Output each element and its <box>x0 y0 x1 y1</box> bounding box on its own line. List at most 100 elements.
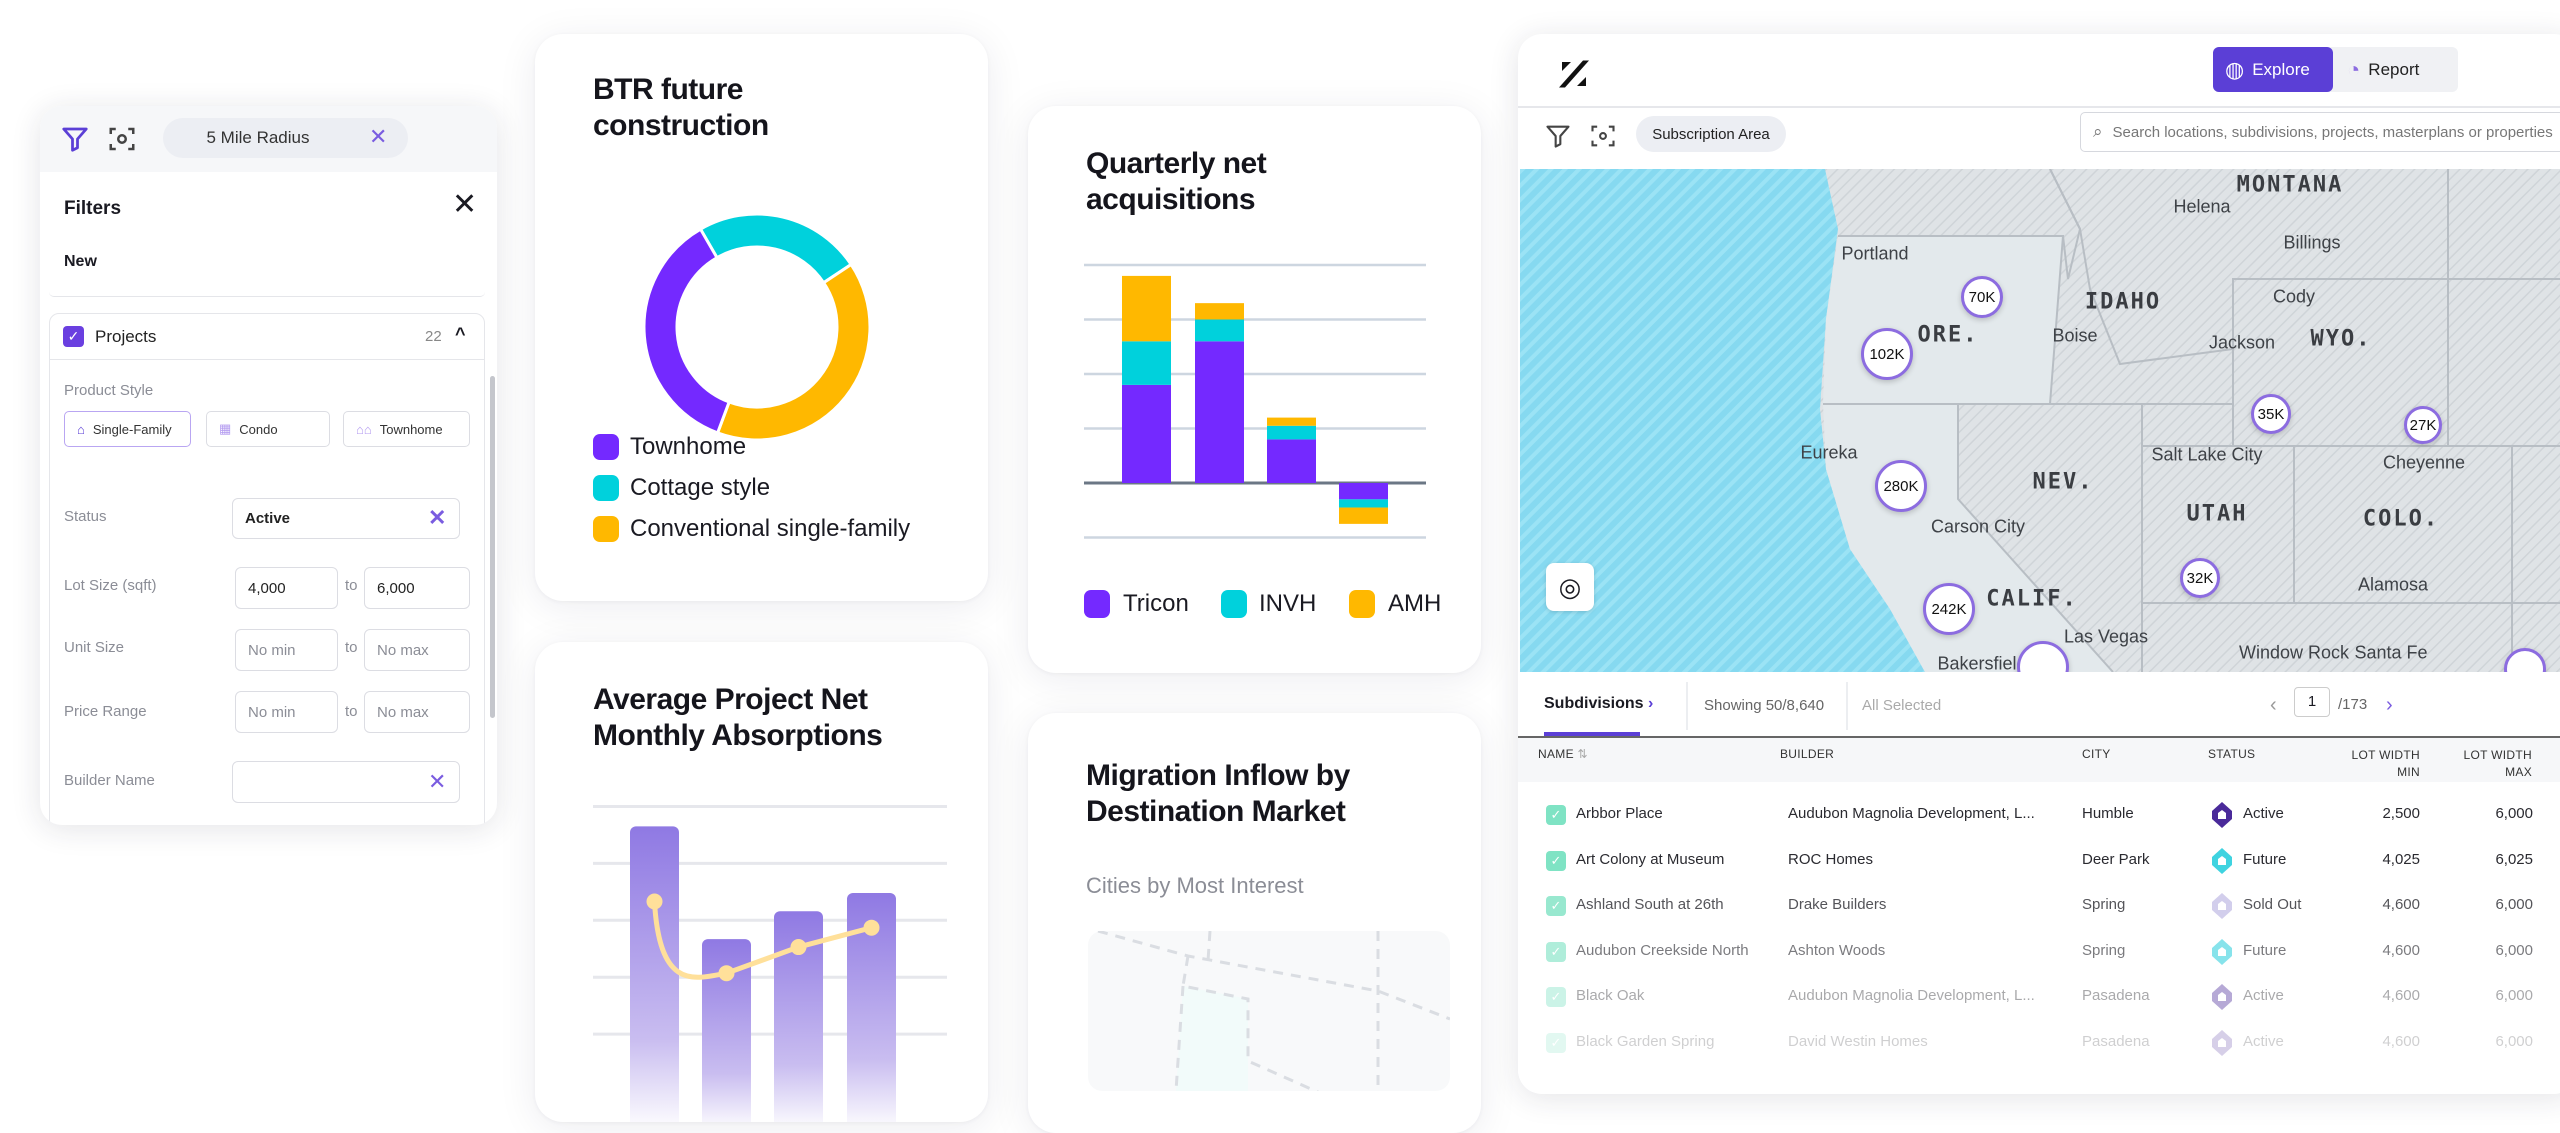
row-checkbox[interactable]: ✓ <box>1546 896 1566 916</box>
clear-builder-icon[interactable]: ✕ <box>428 769 447 794</box>
showing-count: Showing 50/8,640 <box>1704 697 1825 714</box>
table-row[interactable]: ✓ Audubon Creekside North Ashton Woods S… <box>1518 929 2560 975</box>
col-status[interactable]: STATUS <box>2208 747 2256 761</box>
bar-4[interactable] <box>847 892 896 1122</box>
bar-2[interactable] <box>702 939 751 1122</box>
unit-size-max-input[interactable]: No max <box>364 629 470 671</box>
line-point-3[interactable] <box>790 939 807 956</box>
bar-invh-2[interactable] <box>1195 319 1244 342</box>
col-city[interactable]: CITY <box>2082 747 2111 761</box>
locate-area-icon[interactable] <box>107 124 137 154</box>
prev-page-button[interactable]: ‹ <box>2270 694 2277 716</box>
selection-status[interactable]: All Selected <box>1862 697 1942 714</box>
remove-radius-icon[interactable]: ✕ <box>369 124 388 149</box>
page-input[interactable]: 1 <box>2294 687 2330 717</box>
map-cluster[interactable]: 280K <box>1875 460 1927 512</box>
cell-name[interactable]: Ashland South at 26th <box>1576 896 1724 913</box>
bar-amh-1[interactable] <box>1122 275 1171 342</box>
bar-invh-3[interactable] <box>1267 425 1316 440</box>
projects-header[interactable]: ✓ Projects 22 ^ <box>50 314 484 360</box>
donut-slice-townhome[interactable] <box>642 227 732 435</box>
price-max-input[interactable]: No max <box>364 691 470 733</box>
product-condo-button[interactable]: ▦ Condo <box>206 411 330 447</box>
bar-1[interactable] <box>630 826 679 1122</box>
line-point-1[interactable] <box>646 893 663 910</box>
map-label: COLO. <box>2362 506 2440 532</box>
search-input[interactable]: ⌕ Search locations, subdivisions, project… <box>2080 112 2560 152</box>
filter-icon[interactable] <box>1544 122 1572 150</box>
filter-toolbar: 5 Mile Radius ✕ <box>40 106 497 172</box>
donut-chart <box>642 212 872 442</box>
product-single-family-button[interactable]: ⌂ Single-Family <box>64 411 191 447</box>
table-row[interactable]: ✓ Black Oak Audubon Magnolia Development… <box>1518 974 2560 1020</box>
filter-icon[interactable] <box>60 124 90 154</box>
tab-subdivisions[interactable]: Subdivisions › <box>1544 695 1653 713</box>
bar-invh-4[interactable] <box>1339 499 1388 508</box>
table-row[interactable]: ✓ Black Garden Spring David Westin Homes… <box>1518 1020 2560 1066</box>
map-cluster[interactable]: 27K <box>2404 406 2442 444</box>
col-lot-width-max[interactable]: LOT WIDTH MAX <box>2432 747 2532 781</box>
status-select[interactable]: Active ✕ <box>232 498 460 539</box>
map-cluster[interactable]: 70K <box>1961 276 2003 318</box>
projects-checkbox[interactable]: ✓ <box>63 326 84 347</box>
map-cluster[interactable]: 35K <box>2251 394 2291 434</box>
locate-area-icon[interactable] <box>1589 122 1617 150</box>
explore-tab[interactable]: ◍ Explore <box>2213 47 2333 92</box>
cell-name[interactable]: Black Garden Spring <box>1576 1032 1715 1050</box>
builder-name-input[interactable]: ✕ <box>232 761 460 803</box>
section-new[interactable]: New <box>64 253 97 270</box>
map-cluster[interactable]: 32K <box>2180 558 2220 598</box>
lot-size-max-input[interactable]: 6,000 <box>364 567 470 609</box>
product-townhome-button[interactable]: ⌂⌂ Townhome <box>343 411 470 447</box>
donut-slice-cottage-style[interactable] <box>698 212 854 285</box>
bar-tricon-4[interactable] <box>1339 483 1388 500</box>
bar-tricon-2[interactable] <box>1195 341 1244 483</box>
map[interactable]: MONTANA Helena Portland Billings Cody IDAHO OR… <box>1520 169 2560 672</box>
table-row[interactable]: ✓ Ashland South at 26th Drake Builders S… <box>1518 883 2560 929</box>
line-point-2[interactable] <box>718 965 735 982</box>
row-checkbox[interactable]: ✓ <box>1546 805 1566 825</box>
map-canvas[interactable] <box>1520 169 2560 672</box>
map-label: NEV. <box>2032 469 2094 495</box>
cell-name[interactable]: Audubon Creekside North <box>1576 941 1749 959</box>
bar-tricon-3[interactable] <box>1267 439 1316 483</box>
radius-chip[interactable]: 5 Mile Radius ✕ <box>163 118 408 158</box>
price-min-input[interactable]: No min <box>235 691 338 733</box>
line-point-4[interactable] <box>863 919 880 936</box>
donut-slice-conventional-single-family[interactable] <box>715 262 872 442</box>
table-row[interactable]: ✓ Art Colony at Museum ROC Homes Deer Pa… <box>1518 838 2560 884</box>
total-pages: /173 <box>2338 696 2368 713</box>
sort-icon[interactable]: ⇅ <box>1577 747 1588 761</box>
status-house-icon <box>2212 1029 2232 1056</box>
bar-amh-4[interactable] <box>1339 507 1388 524</box>
subscription-area-chip[interactable]: Subscription Area <box>1636 116 1786 152</box>
report-tab[interactable]: ◔ Report <box>2335 47 2455 92</box>
scrollbar[interactable] <box>490 376 495 718</box>
col-builder[interactable]: BUILDER <box>1780 747 1835 761</box>
map-cluster[interactable]: 102K <box>1861 328 1913 380</box>
bar-3[interactable] <box>774 911 823 1122</box>
row-checkbox[interactable]: ✓ <box>1546 987 1566 1007</box>
row-checkbox[interactable]: ✓ <box>1546 850 1566 871</box>
lot-size-min-input[interactable]: 4,000 <box>235 567 338 609</box>
map-label: Eureka <box>1800 442 1858 463</box>
col-name[interactable]: NAME ⇅ <box>1538 747 1588 761</box>
col-lot-width-min[interactable]: LOT WIDTH MIN <box>2318 747 2420 781</box>
cell-name[interactable]: Arbbor Place <box>1576 805 1663 822</box>
bar-tricon-1[interactable] <box>1122 384 1171 483</box>
table-row[interactable]: ✓ Arbbor Place Audubon Magnolia Developm… <box>1518 792 2560 838</box>
bar-amh-2[interactable] <box>1195 303 1244 320</box>
cell-name[interactable]: Black Oak <box>1576 987 1645 1004</box>
row-checkbox[interactable]: ✓ <box>1546 1032 1566 1053</box>
next-page-button[interactable]: › <box>2386 694 2393 716</box>
clear-status-icon[interactable]: ✕ <box>428 505 447 530</box>
bar-invh-1[interactable] <box>1122 341 1171 385</box>
close-filters-icon[interactable]: ✕ <box>452 188 478 221</box>
recenter-location-button[interactable]: ◎ <box>1546 563 1594 611</box>
chevron-up-icon[interactable]: ^ <box>455 324 466 344</box>
cell-name[interactable]: Art Colony at Museum <box>1576 850 1725 868</box>
row-checkbox[interactable]: ✓ <box>1546 941 1566 962</box>
map-cluster[interactable]: 242K <box>1923 583 1975 635</box>
unit-size-min-input[interactable]: No min <box>235 629 338 671</box>
bar-amh-3[interactable] <box>1267 417 1316 426</box>
